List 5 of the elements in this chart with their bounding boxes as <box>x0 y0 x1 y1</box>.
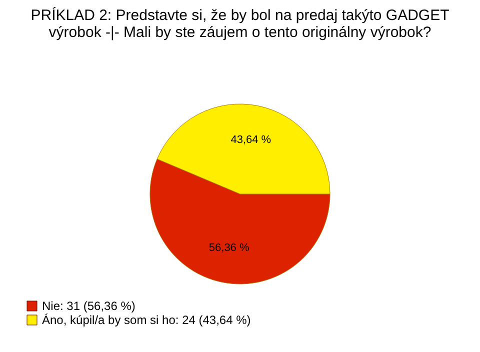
data-label: 56,36 % <box>208 242 250 254</box>
data-label: 43,64 % <box>230 134 272 146</box>
legend-label: Nie: 31 (56,36 %) <box>42 299 136 313</box>
legend-label: Áno, kúpil/a by som si ho: 24 (43,64 %) <box>42 313 251 327</box>
chart-title: PRÍKLAD 2: Predstavte si, že by bol na predaj takýto GADGET výrobok -|- Mali by ste záujem o tento originálny výrobok? <box>30 6 450 41</box>
